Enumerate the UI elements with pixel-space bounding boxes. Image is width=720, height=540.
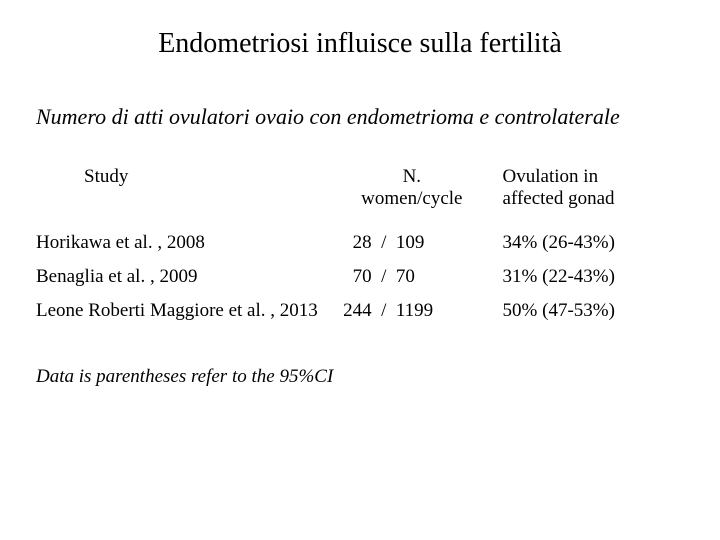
table-row: Leone Roberti Maggiore et al. , 2013 244… — [36, 294, 684, 328]
table-header-row: Study N. women/cycle Ovulation in affect… — [36, 160, 684, 216]
cell-ovulation: 34% (26-43%) — [503, 226, 684, 260]
slide-subtitle: Numero di atti ovulatori ovaio con endom… — [36, 104, 684, 130]
footnote: Data is parentheses refer to the 95%CI — [36, 366, 684, 388]
cell-study: Horikawa et al. , 2008 — [36, 226, 321, 260]
data-table: Study N. women/cycle Ovulation in affect… — [36, 160, 684, 328]
col-header-n-line1: N. — [403, 166, 421, 187]
col-header-n-line2: women/cycle — [361, 188, 462, 209]
cell-study: Leone Roberti Maggiore et al. , 2013 — [36, 294, 321, 328]
col-header-n: N. women/cycle — [321, 160, 502, 216]
col-header-ov-line1: Ovulation in — [503, 166, 599, 187]
col-header-ovulation: Ovulation in affected gonad — [503, 160, 684, 216]
slide-title: Endometriosi influisce sulla fertilità — [36, 28, 684, 60]
cell-n: 28 / 109 — [321, 226, 502, 260]
cell-ovulation: 31% (22-43%) — [503, 260, 684, 294]
table-spacer — [36, 216, 684, 226]
slide: Endometriosi influisce sulla fertilità N… — [0, 0, 720, 540]
cell-ovulation: 50% (47-53%) — [503, 294, 684, 328]
cell-n: 70 / 70 — [321, 260, 502, 294]
col-header-study: Study — [36, 160, 321, 216]
col-header-ov-line2: affected gonad — [503, 188, 615, 209]
table-row: Benaglia et al. , 2009 70 / 70 31% (22-4… — [36, 260, 684, 294]
table-row: Horikawa et al. , 2008 28 / 109 34% (26-… — [36, 226, 684, 260]
cell-study: Benaglia et al. , 2009 — [36, 260, 321, 294]
cell-n: 244 / 1199 — [321, 294, 502, 328]
